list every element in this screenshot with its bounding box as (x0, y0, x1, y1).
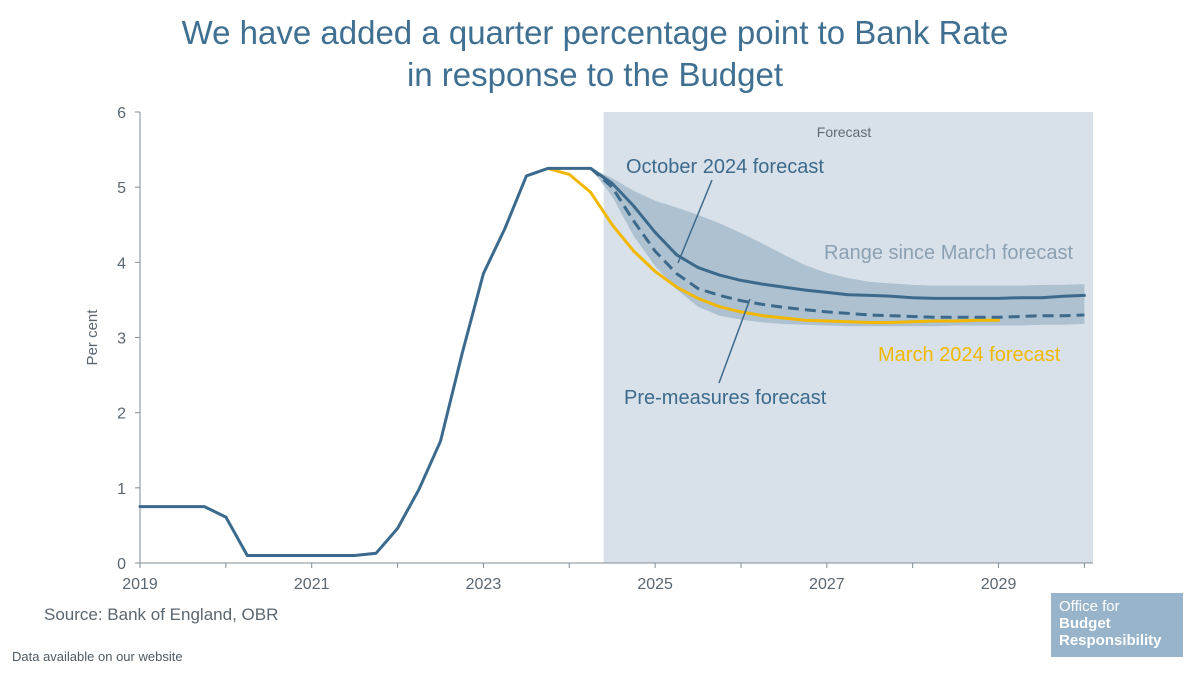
y-tick-label: 0 (117, 556, 126, 573)
y-tick-label: 3 (117, 331, 126, 348)
y-tick-label: 4 (117, 255, 126, 272)
y-tick-label: 6 (117, 105, 126, 122)
data-link-note[interactable]: Data available on our website (12, 649, 183, 664)
annotation-range: Range since March forecast (824, 242, 1073, 264)
y-tick-label: 5 (117, 180, 126, 197)
obr-logo: Office for Budget Responsibility (1051, 593, 1183, 657)
x-tick-label: 2021 (294, 576, 330, 593)
series-march (546, 166, 1001, 324)
annotation-march: March 2024 forecast (878, 344, 1061, 366)
y-tick-label: 1 (117, 481, 126, 498)
forecast-label: Forecast (817, 124, 872, 140)
annotation-premeasures: Pre-measures forecast (624, 387, 827, 409)
x-tick-label: 2029 (981, 576, 1017, 593)
chart-title-line2: in response to the Budget (406, 56, 784, 93)
leader-october (677, 179, 713, 264)
y-tick-label: 2 (117, 406, 126, 423)
y-axis-label: Per cent (84, 309, 101, 366)
logo-line3: Responsibility (1059, 632, 1162, 649)
chart-title-line1: We have added a quarter percentage point… (181, 14, 1009, 51)
range-band (590, 168, 1085, 327)
chart-title: We have added a quarter percentage point… (0, 12, 1190, 96)
series-october (138, 166, 1086, 557)
annotation-october: October 2024 forecast (626, 156, 824, 178)
source-note: Source: Bank of England, OBR (44, 605, 279, 624)
x-tick-label: 2019 (122, 576, 158, 593)
x-tick-label: 2023 (466, 576, 502, 593)
x-tick-label: 2025 (637, 576, 673, 593)
logo-line2: Budget (1059, 615, 1111, 632)
bank-rate-chart: Forecast 0 1 2 3 4 5 6 2019 2021 2023 2025 2027 2029… (84, 105, 1093, 593)
forecast-shading (603, 112, 1093, 563)
leader-premeasures (718, 298, 751, 384)
x-tick-label: 2027 (809, 576, 845, 593)
series-premeasures (589, 167, 1085, 319)
logo-line1: Office for (1059, 598, 1120, 615)
